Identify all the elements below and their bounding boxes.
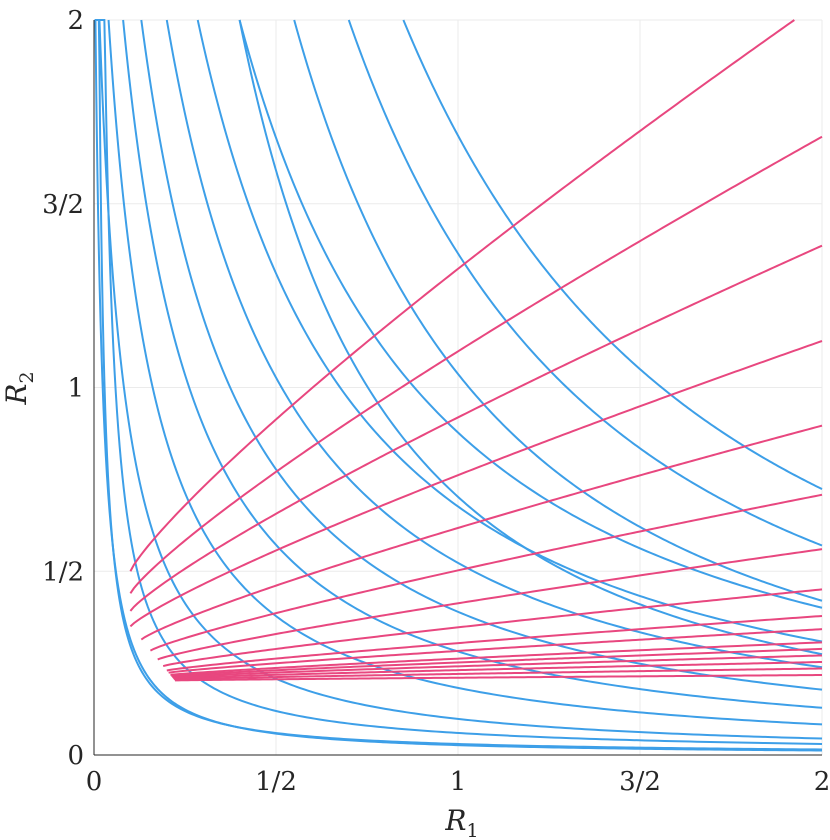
x-tick-label: 0	[86, 767, 103, 797]
x-tick-label: 1/2	[255, 767, 297, 797]
blue-curve	[293, 19, 823, 602]
pink-curve	[168, 628, 823, 674]
pink-curve	[166, 614, 823, 672]
pink-curve	[129, 135, 823, 594]
x-axis-label-base: R	[444, 804, 466, 837]
y-tick-label: 0	[67, 741, 84, 771]
pink-curve	[149, 493, 823, 652]
x-tick-label: 2	[814, 767, 830, 797]
y-axis-label-sub: 2	[16, 371, 38, 383]
x-axis-label: R1	[444, 804, 478, 840]
x-tick-label: 1	[450, 767, 467, 797]
pink-curve	[162, 588, 823, 668]
grid	[94, 19, 823, 755]
blue-curve	[165, 19, 823, 669]
pink-curve	[129, 340, 823, 628]
blue-curve	[94, 19, 823, 751]
blue-curve	[238, 19, 823, 609]
y-tick-label: 3/2	[42, 190, 84, 220]
y-tick-label: 2	[67, 6, 84, 36]
y-tick-label: 1/2	[42, 557, 84, 587]
pink-curve	[129, 19, 795, 572]
blue-curve	[94, 19, 823, 752]
y-axis-label: R2	[0, 371, 38, 405]
pink-curve	[129, 244, 823, 612]
pink-curve-family	[129, 19, 823, 682]
axes	[93, 20, 822, 756]
tick-labels: 0 1/2 1 3/2 2 0 1/2 1 3/2 2	[42, 6, 830, 797]
x-axis-label-sub: 1	[467, 820, 479, 840]
blue-curve	[347, 19, 823, 547]
blue-curve	[196, 19, 823, 643]
pink-curve	[140, 424, 823, 641]
blue-curve	[98, 19, 823, 740]
pink-curve	[157, 548, 823, 661]
pink-curve	[173, 660, 823, 680]
blue-curve	[122, 19, 823, 709]
blue-curve	[238, 19, 823, 656]
blue-curve	[107, 19, 823, 726]
pink-curve	[174, 667, 823, 681]
x-tick-label: 3/2	[619, 767, 661, 797]
pink-curve	[170, 641, 823, 676]
y-axis-label-base: R	[0, 384, 33, 406]
blue-curve	[402, 19, 823, 490]
y-tick-label: 1	[67, 374, 84, 404]
pink-curve	[172, 654, 823, 679]
pink-curve	[171, 647, 823, 677]
blue-curve	[94, 19, 823, 745]
blue-curve	[140, 19, 823, 691]
pink-curve	[174, 674, 823, 682]
